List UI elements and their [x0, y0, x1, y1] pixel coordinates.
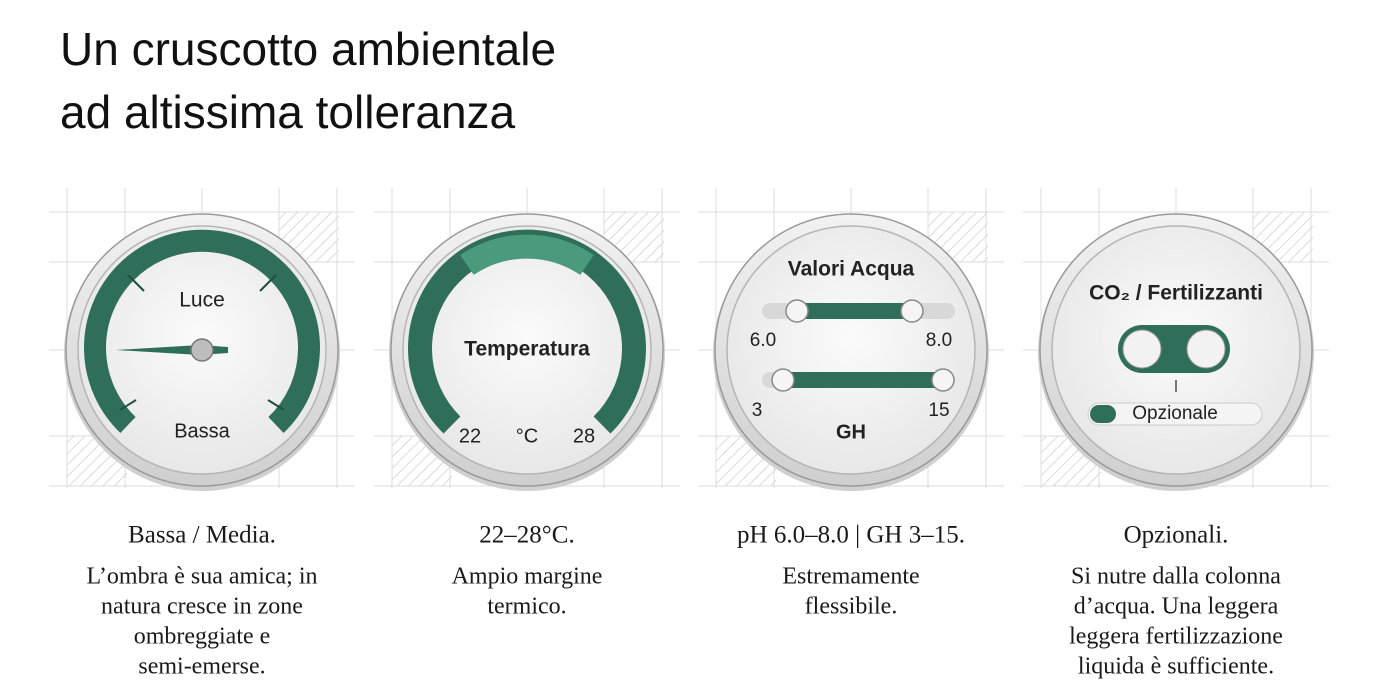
card-heading: Opzionali. — [1124, 522, 1229, 549]
card-description-line: Ampio margine — [452, 564, 603, 590]
card-heading: pH 6.0–8.0 | GH 3–15. — [737, 522, 965, 549]
card: pH 6.0–8.0 | GH 3–15. Estremamente flessib… — [698, 188, 1004, 620]
ph-max: 8.0 — [926, 330, 952, 351]
gauge-label: Luce — [179, 289, 225, 312]
card-description-line: Si nutre dalla colonna — [1071, 564, 1281, 590]
gauge-label: CO₂ / Fertilizzanti — [1089, 282, 1263, 305]
toggle-label: Opzionale — [1132, 403, 1218, 424]
card-description-line: natura cresce in zone — [101, 594, 303, 620]
card-heading: 22–28°C. — [479, 522, 574, 549]
gauge-label: Valori Acqua — [788, 258, 915, 281]
water-gauge: Valori Acqua 6.0 8.0 3 15 GH — [750, 258, 955, 443]
gauge-min: 22 — [459, 425, 481, 447]
ph-min: 6.0 — [750, 330, 776, 351]
title-line: ad altissima tolleranza — [60, 86, 516, 138]
gauge-label: Temperatura — [464, 338, 590, 361]
dial-face — [726, 225, 976, 475]
card-heading: Bassa / Media. — [128, 522, 276, 549]
card-description-line: ombreggiate e — [134, 624, 271, 650]
card-description-line: Estremamente — [782, 564, 919, 590]
card-description-line: d’acqua. Una leggera — [1074, 594, 1279, 620]
temperature-gauge: Temperatura 22 °C 28 — [408, 229, 646, 447]
gh-label: GH — [836, 421, 866, 443]
card-description-line: L’ombra è sua amica; in — [86, 564, 317, 590]
card-description-line: leggera fertilizzazione — [1069, 624, 1283, 650]
co2-gauge: CO₂ / Fertilizzanti Opzionale — [1087, 282, 1263, 426]
gauge-max: 28 — [573, 425, 595, 447]
card-description-line: semi-emerse. — [138, 654, 265, 680]
gh-max: 15 — [928, 400, 949, 421]
title-line: Un cruscotto ambientale — [60, 23, 556, 75]
gauge-unit: °C — [516, 425, 538, 447]
gauge-value: Bassa — [174, 420, 230, 442]
card-description-line: flessibile. — [805, 594, 898, 620]
gh-min: 3 — [752, 400, 763, 421]
card-description-line: liquida è sufficiente. — [1078, 654, 1274, 680]
light-gauge: Luce Bassa — [84, 229, 320, 442]
dial-face — [402, 225, 652, 475]
card-description-line: termico. — [487, 594, 566, 620]
